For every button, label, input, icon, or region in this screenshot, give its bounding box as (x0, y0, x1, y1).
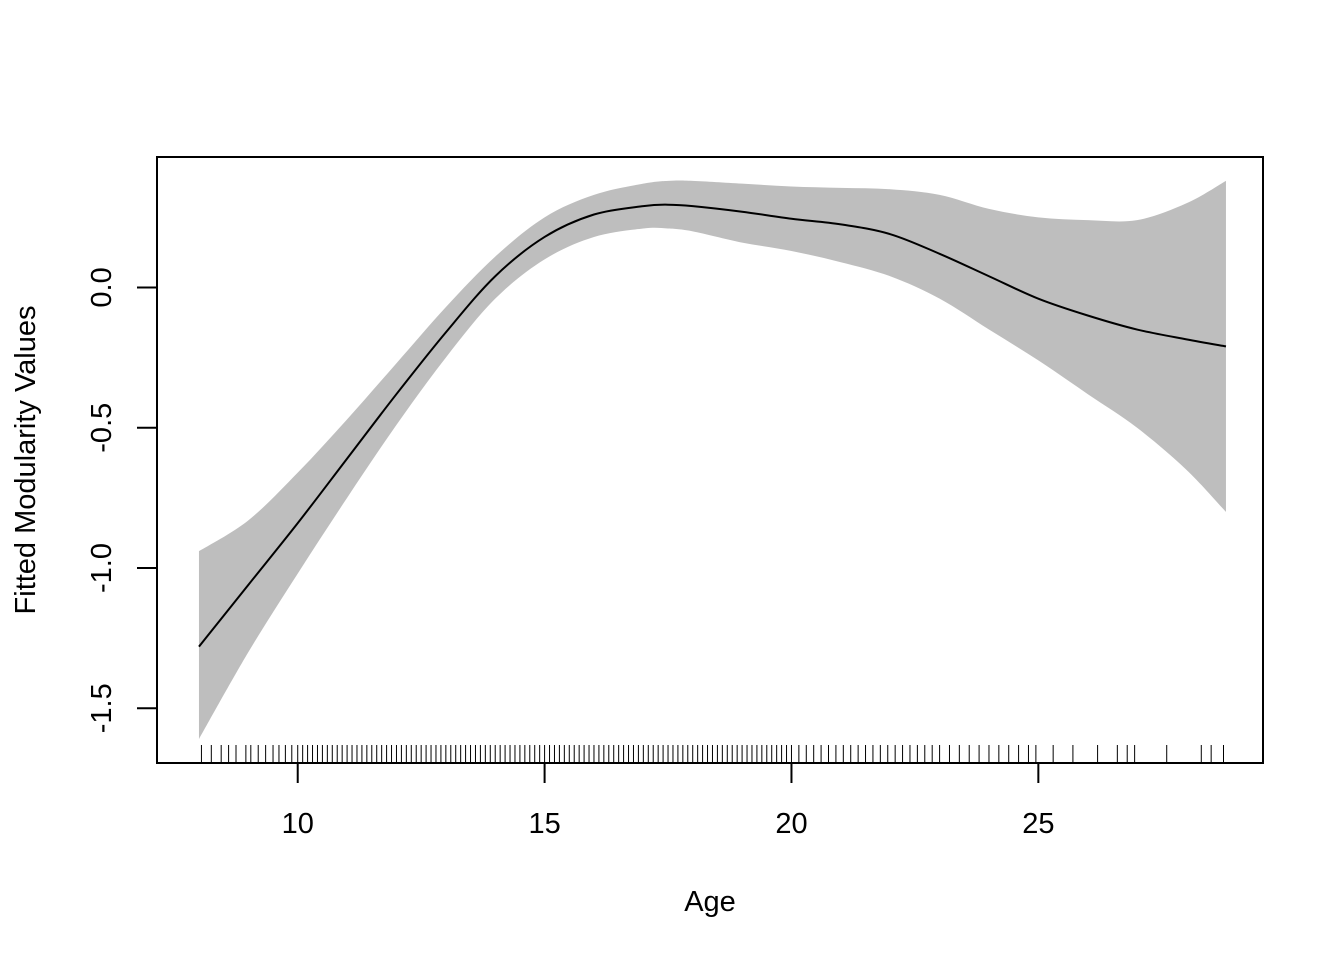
confidence-band-layer (198, 180, 1226, 740)
x-tick-label: 10 (282, 808, 314, 840)
x-axis-label: Age (684, 886, 736, 918)
y-tick-label: -0.5 (86, 403, 118, 453)
fitted-line-layer (198, 203, 1227, 648)
rug-layer (200, 745, 1224, 763)
x-tick-label: 15 (528, 808, 560, 840)
fitted-line (198, 203, 1227, 648)
y-tick-label: 0.0 (86, 267, 118, 307)
y-tick-label: -1.5 (86, 683, 118, 733)
y-tick-label: -1.0 (86, 543, 118, 593)
x-axis: 10 15 20 25 (282, 762, 1054, 840)
confidence-band (198, 180, 1226, 740)
y-axis-label: Fitted Modularity Values (10, 306, 42, 615)
x-tick-label: 25 (1022, 808, 1054, 840)
y-axis: -1.5 -1.0 -0.5 0.0 (86, 267, 158, 733)
x-tick-label: 20 (775, 808, 807, 840)
